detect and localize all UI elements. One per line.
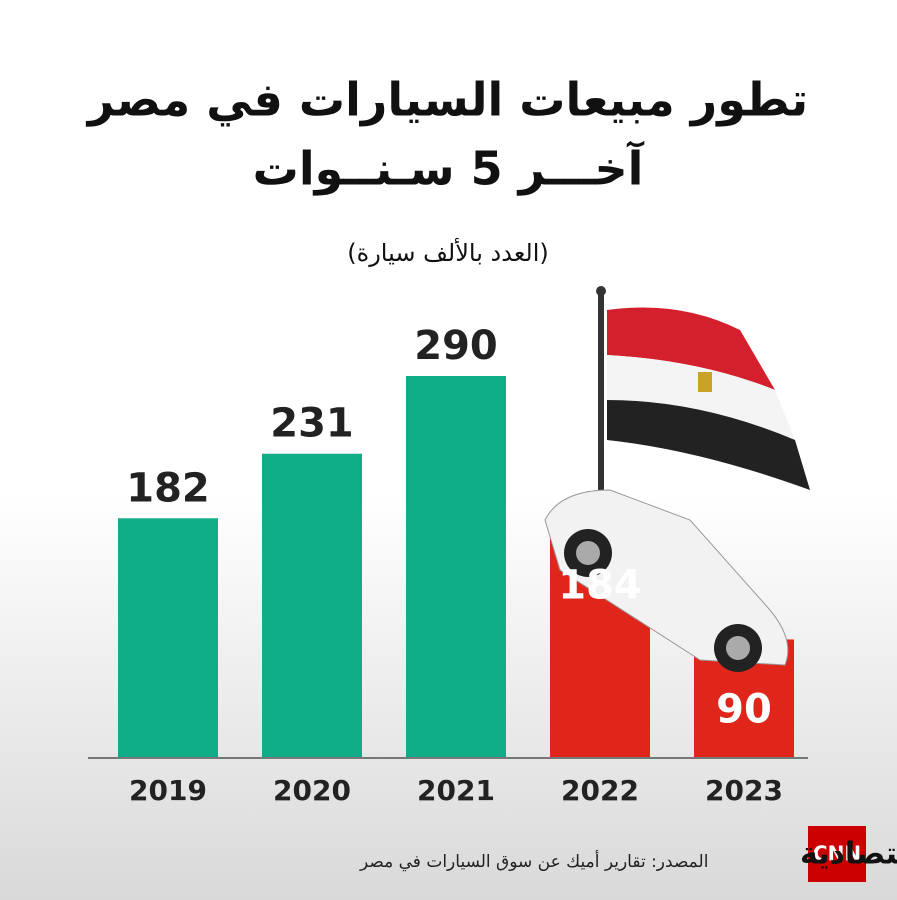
x-tick-label: 2020 [273, 774, 351, 807]
value-label: 290 [414, 323, 498, 369]
value-label: 184 [558, 563, 642, 609]
car [544, 489, 789, 672]
bar [262, 453, 362, 758]
logo-box [808, 826, 866, 882]
chart-title: آخـــر 5 سـنــوات [253, 141, 645, 196]
value-label: 182 [126, 465, 210, 511]
logo-brand: CNN [813, 842, 861, 866]
source: المصدر: تقارير أميك عن سوق السيارات في م… [359, 850, 708, 872]
value-label: 90 [716, 686, 772, 732]
bar [406, 376, 506, 758]
value-label: 231 [270, 401, 354, 447]
chart-title: تطور مبيعات السيارات في مصر [86, 73, 808, 127]
bar [118, 518, 218, 758]
flag [596, 286, 810, 497]
x-tick-label: 2022 [561, 774, 639, 807]
x-tick-label: 2023 [705, 774, 783, 807]
chart-subtitle: (العدد بالألف سيارة) [347, 238, 549, 267]
logo-name: الاقتصادية [800, 837, 897, 872]
x-tick-label: 2019 [129, 774, 207, 807]
x-tick-label: 2021 [417, 774, 495, 807]
